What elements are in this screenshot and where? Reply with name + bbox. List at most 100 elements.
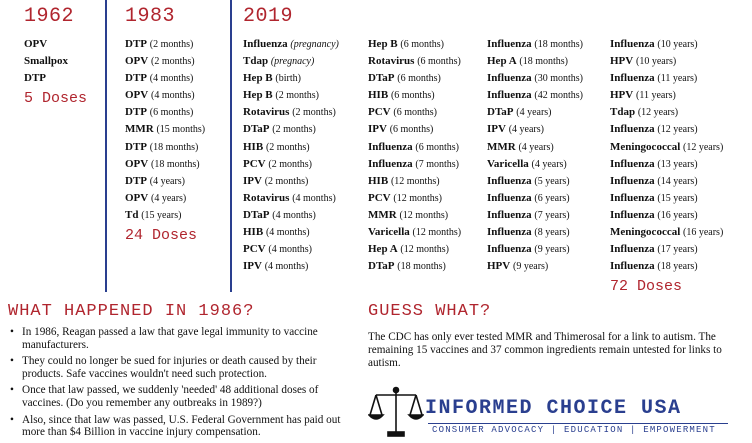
vaccine-entry: HPV (11 years) bbox=[610, 87, 723, 104]
vaccine-entry: HPV (9 years) bbox=[487, 258, 583, 275]
vaccine-list: Hep B (6 months) Rotavirus (6 months) DTaP… bbox=[368, 36, 461, 275]
vaccine-age: (6 months) bbox=[415, 141, 459, 153]
vaccine-entry: Influenza (13 years) bbox=[610, 156, 723, 173]
vaccine-age: (12 years) bbox=[637, 107, 679, 119]
vaccine-age: (12 months) bbox=[399, 209, 449, 221]
vaccine-entry: Varicella (4 years) bbox=[487, 156, 583, 173]
vaccine-entry: Influenza (5 years) bbox=[487, 173, 583, 190]
vaccine-name: Tdap bbox=[610, 106, 636, 119]
vaccine-name: Influenza bbox=[610, 191, 655, 204]
vaccine-age: (pregnacy) bbox=[270, 56, 315, 68]
vaccine-age: (2 months) bbox=[275, 90, 320, 102]
vaccine-age: (4 years) bbox=[531, 158, 567, 170]
vaccine-entry: Influenza (6 months) bbox=[368, 139, 461, 156]
vaccine-name: HPV bbox=[610, 55, 634, 68]
vaccine-entry: OPV (4 years) bbox=[125, 190, 205, 207]
vaccine-age: (18 years) bbox=[657, 261, 698, 273]
vaccine-list: Influenza (18 months) Hep A (18 months) In… bbox=[487, 36, 583, 275]
informed-choice-logo: INFORMED CHOICE USA CONSUMER ADVOCACY | … bbox=[368, 383, 752, 440]
vaccine-age: (16 years) bbox=[683, 227, 724, 239]
vaccine-name: DTaP bbox=[243, 123, 270, 136]
vaccine-name: MMR bbox=[487, 140, 516, 153]
vaccine-entry: IPV (6 months) bbox=[368, 121, 461, 138]
vaccine-age: (9 years) bbox=[512, 261, 549, 273]
vaccine-entry: DTaP (4 months) bbox=[243, 207, 339, 224]
vaccine-name: Rotavirus bbox=[243, 191, 290, 204]
vaccine-entry: OPV (18 months) bbox=[125, 156, 205, 173]
vaccine-name: IPV bbox=[243, 260, 262, 273]
vaccine-entry: HIB (12 months) bbox=[368, 173, 461, 190]
vaccine-entry: Influenza (7 years) bbox=[487, 207, 583, 224]
vaccine-name: Tdap bbox=[243, 55, 269, 68]
vaccine-age: (15 years) bbox=[141, 209, 182, 221]
vaccine-entry: Meningococcal (12 years) bbox=[610, 139, 723, 156]
vaccine-entry: IPV (4 months) bbox=[243, 258, 339, 275]
vaccine-entry: Influenza (11 years) bbox=[610, 70, 723, 87]
vaccine-entry: Influenza (42 months) bbox=[487, 87, 583, 104]
vaccine-entry: Tdap (pregnacy) bbox=[243, 53, 339, 70]
vaccine-entry: Hep B (2 months) bbox=[243, 87, 339, 104]
vaccine-entry: Td (15 years) bbox=[125, 207, 205, 224]
vaccine-list: OPV Smallpox DTP bbox=[24, 36, 87, 87]
vaccine-entry: Rotavirus (6 months) bbox=[368, 53, 461, 70]
vaccine-entry: DTP (6 months) bbox=[125, 104, 205, 121]
column-1962: 1962 OPV Smallpox DTP 5 Doses bbox=[24, 0, 87, 108]
vaccine-entry: IPV (2 months) bbox=[243, 173, 339, 190]
vaccine-entry: Influenza (15 years) bbox=[610, 190, 723, 207]
vaccine-name: DTaP bbox=[368, 72, 395, 85]
vaccine-entry: OPV (4 months) bbox=[125, 87, 205, 104]
vaccine-entry: Influenza (9 years) bbox=[487, 241, 583, 258]
vaccine-age: (birth) bbox=[275, 73, 301, 85]
vaccine-age: (2 months) bbox=[268, 158, 312, 170]
vaccine-entry: Rotavirus (2 months) bbox=[243, 104, 339, 121]
section-title-guess: GUESS WHAT? bbox=[368, 302, 492, 321]
vaccine-entry: Hep A (18 months) bbox=[487, 53, 583, 70]
vaccine-entry: Varicella (12 months) bbox=[368, 224, 461, 241]
vaccine-entry: DTP (4 months) bbox=[125, 70, 205, 87]
vaccine-entry: Hep A (12 months) bbox=[368, 241, 461, 258]
vaccine-age: (42 months) bbox=[534, 90, 583, 102]
logo-tagline: CONSUMER ADVOCACY | EDUCATION | EMPOWERM… bbox=[432, 425, 716, 435]
dose-count: 72 Doses bbox=[610, 278, 683, 296]
vaccine-name: OPV bbox=[125, 191, 149, 204]
vaccine-entry: MMR (4 years) bbox=[487, 139, 583, 156]
year-heading: 1962 bbox=[24, 5, 75, 28]
vaccine-age: (5 years) bbox=[534, 175, 570, 187]
vaccine-age: (4 months) bbox=[268, 244, 312, 256]
year-heading: 1983 bbox=[125, 5, 176, 28]
vaccine-age: (12 months) bbox=[390, 175, 440, 187]
vaccine-age: (4 years) bbox=[149, 175, 186, 187]
vaccine-age: (8 years) bbox=[534, 227, 570, 239]
vaccine-age: (pregnancy) bbox=[290, 39, 339, 50]
vaccine-list: DTP (2 months) OPV (2 months) DTP (4 month… bbox=[125, 36, 205, 224]
vaccine-age: (4 years) bbox=[508, 124, 544, 136]
vaccine-entry: PCV (4 months) bbox=[243, 241, 339, 258]
vaccine-age: (15 years) bbox=[657, 192, 698, 204]
vaccine-name: Influenza bbox=[487, 89, 532, 102]
vaccine-age: (2 months) bbox=[149, 39, 194, 50]
vaccine-name: Influenza bbox=[610, 38, 655, 50]
vaccine-entry: Influenza (pregnancy) bbox=[243, 36, 339, 53]
vaccine-name: DTP bbox=[125, 140, 147, 153]
vaccine-name: Influenza bbox=[487, 208, 532, 221]
vaccine-name: OPV bbox=[125, 157, 149, 170]
vaccine-age: (17 years) bbox=[657, 244, 698, 256]
vaccine-name: Influenza bbox=[610, 243, 655, 256]
vaccine-name: Influenza bbox=[487, 226, 532, 239]
vaccine-name: Influenza bbox=[487, 243, 532, 256]
vaccine-age: (4 years) bbox=[518, 141, 554, 153]
vaccine-name: OPV bbox=[125, 89, 149, 102]
vaccine-age: (4 years) bbox=[150, 192, 187, 204]
vaccine-age: (18 months) bbox=[149, 141, 199, 153]
vaccine-age: (6 months) bbox=[389, 124, 434, 136]
vaccine-entry: Smallpox bbox=[24, 53, 87, 70]
vaccine-entry: Rotavirus (4 months) bbox=[243, 190, 339, 207]
vaccine-name: HIB bbox=[243, 140, 264, 153]
vaccine-name: HPV bbox=[610, 89, 634, 102]
bullet-item: Also, since that law was passed, U.S. Fe… bbox=[10, 414, 355, 439]
vaccine-entry: DTaP (6 months) bbox=[368, 70, 461, 87]
vaccine-age: (4 months) bbox=[149, 73, 194, 85]
vaccine-age: (16 years) bbox=[657, 209, 698, 221]
vaccine-age: (6 months) bbox=[400, 39, 445, 50]
vaccine-entry: DTaP (18 months) bbox=[368, 258, 461, 275]
